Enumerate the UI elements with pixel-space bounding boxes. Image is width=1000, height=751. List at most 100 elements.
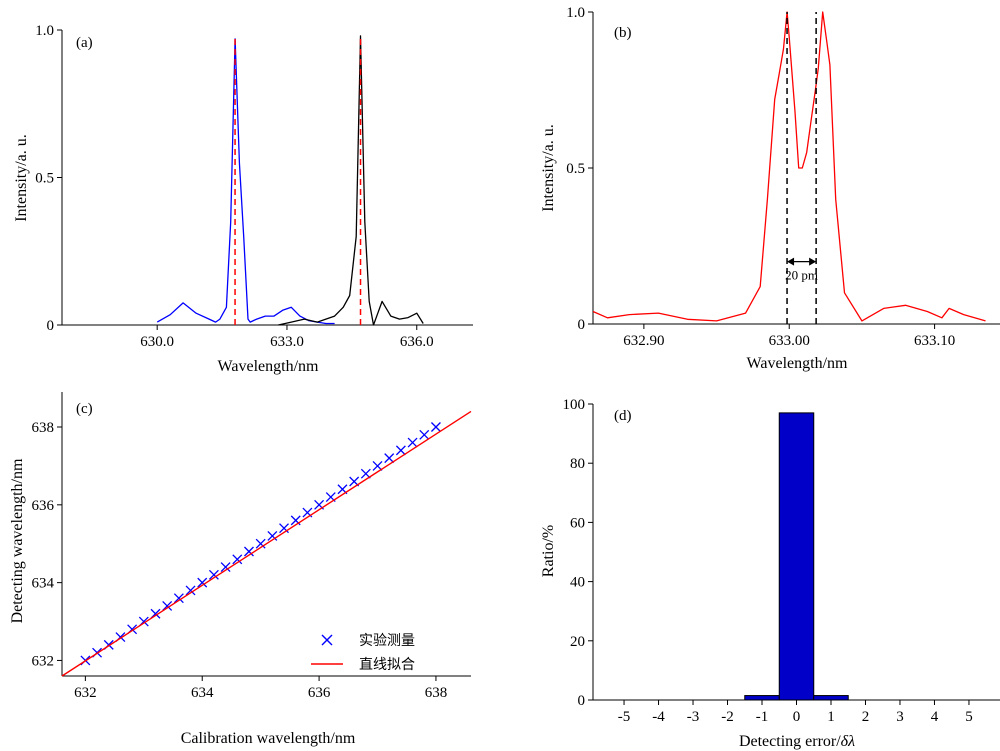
panel-d-x-axis-symbol: δλ xyxy=(841,733,855,750)
panel-b-x-axis-label: Wavelength/nm xyxy=(747,355,848,372)
data-point-stroke xyxy=(185,585,196,596)
panel-b-span-label: 20 pm xyxy=(785,268,818,283)
panel-c-x-tick-label: 632 xyxy=(74,685,97,701)
panel-label-a: (a) xyxy=(76,35,93,51)
panel-c-x-tick-label: 636 xyxy=(308,685,331,701)
data-point-stroke xyxy=(430,422,441,432)
panel-c-y-axis-label: Detecting wavelength/nm xyxy=(9,458,26,623)
legend-label-fit: 直线拟合 xyxy=(359,656,415,673)
panel-d-x-tick-label: -1 xyxy=(756,709,769,725)
data-point-stroke xyxy=(302,507,313,518)
panel-b-y-tick-label: 0 xyxy=(578,317,586,333)
data-point-stroke xyxy=(360,468,371,479)
data-point-stroke xyxy=(244,546,254,557)
panel-d-x-tick-label: -3 xyxy=(687,709,700,725)
panel-b-span-arrow-head-right xyxy=(809,257,817,266)
data-point-stroke xyxy=(384,453,395,464)
panel-c-y-tick-label: 636 xyxy=(32,498,55,514)
data-point-stroke xyxy=(349,476,360,487)
panel-a-x-axis-label: Wavelength/nm xyxy=(218,358,319,375)
panel-d-x-tick-label: 0 xyxy=(793,709,801,725)
panel-d-x-tick-label: 2 xyxy=(862,709,870,725)
data-point-marker xyxy=(267,530,278,541)
data-point-marker xyxy=(395,445,406,456)
panel-label-c: (c) xyxy=(76,401,93,417)
panel-d-y-tick-label: 0 xyxy=(578,693,586,709)
panel-a-x-tick-label: 630.0 xyxy=(140,334,174,350)
data-point-marker xyxy=(279,523,289,534)
panel-b-x-tick-label: 633.00 xyxy=(769,333,810,349)
panel-d-y-axis-label: Ratio/% xyxy=(540,525,557,577)
data-point-marker xyxy=(244,546,254,557)
data-point-marker xyxy=(185,585,196,596)
data-point-marker xyxy=(162,601,173,611)
panel-d-x-tick-label: -2 xyxy=(721,709,734,725)
panel-d-y-tick-label: 100 xyxy=(563,397,586,413)
histogram-bar xyxy=(778,412,815,701)
histogram-bar xyxy=(813,695,849,701)
panel-c-x-axis-label: Calibration wavelength/nm xyxy=(181,730,356,747)
data-point-marker xyxy=(197,577,208,588)
data-point-marker xyxy=(173,593,184,604)
panel-label-b: (b) xyxy=(614,25,632,41)
data-point-marker xyxy=(232,554,243,565)
panel-d-x-axis-label-text: Detecting error/ xyxy=(739,733,841,750)
panel-b-x-tick-label: 632.90 xyxy=(623,333,664,349)
panel-c: (c) Calibration wavelength/nm Detecting … xyxy=(9,392,472,747)
panel-label-d: (d) xyxy=(614,408,632,424)
data-point-stroke xyxy=(208,569,219,580)
panel-c-y-tick-label: 634 xyxy=(32,576,55,592)
panel-c-y-tick-label: 638 xyxy=(32,420,55,436)
data-point-stroke xyxy=(395,445,406,456)
panel-c-x-tick-label: 634 xyxy=(191,685,214,701)
panel-d: (d) Detecting error/δλ Ratio/% -5 -4 -3 -2 -… xyxy=(540,397,1000,750)
panel-d-y-tick-label: 80 xyxy=(570,456,585,472)
panel-d-x-tick-label: 5 xyxy=(965,709,973,725)
panel-d-x-tick-label: 1 xyxy=(827,709,835,725)
panel-b: (b) Wavelength/nm Intensity/a. u. 632.90… xyxy=(540,5,1000,372)
data-point-marker xyxy=(419,429,430,440)
panel-d-x-tick-label: -5 xyxy=(618,709,631,725)
data-point-stroke xyxy=(162,601,173,611)
data-point-marker xyxy=(407,437,418,448)
panel-a-x-tick-label: 636.0 xyxy=(400,334,434,350)
panel-c-y-tick-label: 632 xyxy=(32,653,55,669)
data-point-marker xyxy=(220,562,231,573)
data-point-marker xyxy=(430,422,441,432)
data-point-stroke xyxy=(197,577,208,588)
panel-d-x-tick-label: 4 xyxy=(931,709,939,725)
data-point-stroke xyxy=(407,437,418,448)
panel-d-x-tick-label: -4 xyxy=(652,709,665,725)
panel-b-x-tick-label: 633.10 xyxy=(914,333,955,349)
data-point-stroke xyxy=(314,499,325,510)
data-point-marker xyxy=(384,453,395,464)
legend-label-measured: 实验测量 xyxy=(359,633,415,649)
panel-d-x-axis-label: Detecting error/δλ xyxy=(739,733,855,750)
data-point-stroke xyxy=(372,460,383,471)
data-point-stroke xyxy=(220,562,231,573)
data-point-marker xyxy=(255,538,266,549)
data-point-stroke xyxy=(290,515,301,526)
panel-b-series-line-1 xyxy=(592,11,986,322)
panel-d-y-tick-label: 20 xyxy=(570,634,585,650)
panel-a-series-line-2 xyxy=(278,35,424,326)
panel-a-x-tick-label: 633.0 xyxy=(270,334,304,350)
data-point-stroke xyxy=(232,554,243,565)
data-point-stroke xyxy=(419,429,430,440)
panel-b-y-tick-label: 1.0 xyxy=(566,5,585,21)
panel-a-y-tick-label: 1.0 xyxy=(35,23,54,39)
panel-a-y-tick-label: 0.5 xyxy=(35,171,54,187)
panel-c-x-tick-label: 638 xyxy=(425,685,448,701)
panel-a-y-axis-label: Intensity/a. u. xyxy=(13,134,30,222)
panel-d-y-tick-label: 40 xyxy=(570,575,585,591)
panel-a-series-line-1 xyxy=(156,38,335,325)
data-point-stroke xyxy=(267,530,278,541)
data-point-stroke xyxy=(325,492,336,503)
data-point-stroke xyxy=(337,484,348,495)
panel-b-y-tick-label: 0.5 xyxy=(566,161,585,177)
panel-d-x-tick-label: 3 xyxy=(896,709,904,725)
histogram-bar xyxy=(744,695,780,701)
panel-b-y-axis-label: Intensity/a. u. xyxy=(540,124,557,212)
